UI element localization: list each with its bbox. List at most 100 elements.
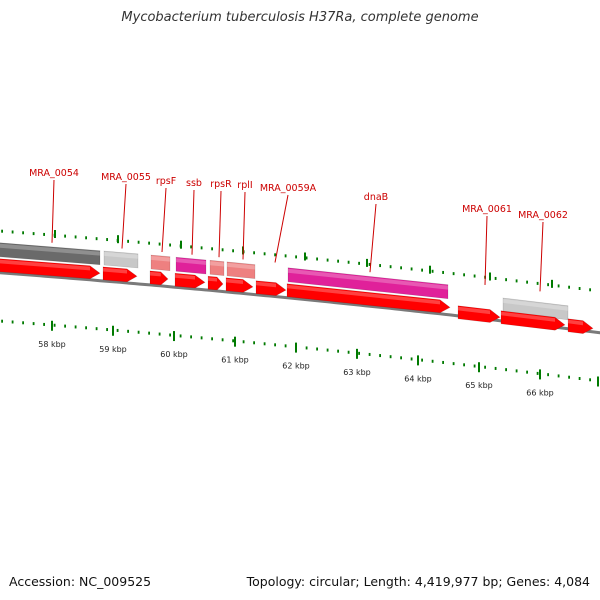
lower-minor-tick	[305, 346, 308, 350]
cds-arrow-4	[174, 272, 206, 289]
upper-minor-tick	[127, 239, 129, 243]
lower-minor-tick	[326, 348, 329, 352]
lower-minor-tick	[274, 343, 276, 347]
upper-major-tick	[54, 229, 56, 238]
cds-arrow-11-shine	[568, 319, 583, 326]
upper-major-tick	[489, 272, 491, 281]
upper-minor-tick	[263, 252, 266, 256]
gene-label-leader	[218, 190, 222, 258]
lower-major-tick	[597, 376, 599, 387]
gene-label-leader	[191, 189, 195, 255]
lower-minor-tick	[421, 358, 423, 362]
upper-minor-tick	[494, 276, 497, 280]
upper-minor-tick	[463, 273, 465, 277]
upper-minor-tick	[358, 261, 360, 265]
upper-minor-tick	[11, 230, 14, 234]
cds-arrow-2	[102, 266, 138, 283]
cds-arrow-3-shine	[150, 271, 161, 277]
gene-label-leader	[539, 221, 544, 292]
lower-minor-tick	[116, 328, 119, 332]
lower-minor-tick	[568, 375, 570, 379]
kbp-label: 60 kbp	[160, 350, 188, 359]
lower-major-tick	[234, 336, 236, 347]
lower-major-tick	[173, 331, 175, 342]
upper-minor-tick	[64, 234, 66, 238]
kbp-label: 65 kbp	[465, 381, 493, 390]
gene-label: MRA_0054	[29, 168, 79, 179]
accession-text: Accession: NC_009525	[9, 574, 152, 589]
upper-minor-tick	[1, 229, 3, 233]
lower-minor-tick	[106, 328, 108, 332]
lower-minor-tick	[316, 347, 318, 351]
upper-minor-tick	[169, 243, 171, 247]
cds-arrow-5	[207, 275, 224, 291]
upper-major-tick	[429, 265, 431, 274]
upper-minor-tick	[452, 272, 455, 276]
upper-minor-tick	[589, 288, 591, 292]
gene-label: dnaB	[364, 192, 388, 203]
lower-minor-tick	[211, 337, 213, 341]
lower-minor-tick	[494, 366, 497, 370]
gene-ssb-feature	[175, 256, 207, 275]
kbp-label: 63 kbp	[343, 368, 371, 377]
lower-minor-tick	[190, 335, 192, 339]
upper-major-tick	[551, 279, 553, 288]
upper-minor-tick	[158, 242, 161, 246]
upper-minor-tick	[74, 235, 77, 239]
lower-minor-tick	[232, 339, 234, 343]
lower-minor-tick	[242, 340, 245, 344]
upper-minor-tick	[547, 283, 549, 287]
upper-minor-tick	[95, 237, 98, 241]
gene-mra-0054-feature	[0, 242, 101, 266]
lower-minor-tick	[400, 356, 402, 360]
upper-minor-tick	[221, 248, 224, 252]
gene-rpsf-feature-shine	[151, 256, 170, 262]
upper-major-tick	[117, 235, 119, 244]
gene-label-leader	[121, 183, 127, 249]
lower-minor-tick	[11, 320, 14, 324]
lower-minor-tick	[557, 374, 560, 378]
gene-rpsf-feature	[150, 254, 171, 272]
lower-major-tick	[417, 355, 419, 366]
gene-label-leader	[161, 187, 167, 253]
upper-minor-tick	[274, 253, 276, 257]
gene-label: MRA_0061	[462, 204, 512, 215]
lower-major-tick	[356, 348, 358, 359]
lower-minor-tick	[169, 333, 171, 337]
upper-minor-tick	[400, 266, 402, 270]
kbp-label: 58 kbp	[38, 340, 66, 349]
lower-minor-tick	[74, 325, 77, 329]
upper-minor-tick	[410, 267, 413, 271]
gene-label: MRA_0059A	[260, 183, 317, 194]
gene-rpsr-feature-shine	[210, 261, 224, 267]
upper-minor-tick	[568, 285, 570, 289]
upper-minor-tick	[557, 284, 560, 288]
upper-minor-tick	[515, 279, 518, 283]
kbp-label: 59 kbp	[99, 345, 127, 354]
gene-dnab-feature-shine	[288, 268, 448, 290]
lower-minor-tick	[431, 359, 434, 363]
lower-minor-tick	[463, 363, 465, 367]
gene-dnab-feature	[287, 267, 449, 300]
lower-minor-tick	[505, 368, 507, 372]
gene-label: MRA_0055	[101, 172, 151, 183]
upper-minor-tick	[337, 259, 339, 263]
genome-title: Mycobacterium tuberculosis H37Ra, comple…	[121, 10, 479, 25]
cds-arrow-11	[567, 318, 594, 334]
lower-minor-tick	[158, 332, 161, 336]
upper-major-tick	[180, 240, 182, 249]
lower-minor-tick	[515, 369, 518, 373]
cds-arrow-8	[286, 283, 451, 314]
lower-minor-tick	[452, 362, 455, 366]
cds-arrow-3	[149, 270, 169, 286]
lower-minor-tick	[127, 329, 129, 333]
upper-major-tick	[304, 252, 306, 261]
kbp-label: 64 kbp	[404, 374, 432, 383]
cds-arrow-7-shine	[256, 281, 276, 288]
cds-arrow-9	[457, 305, 501, 323]
upper-minor-tick	[326, 258, 329, 262]
gene-ssb-feature-shine	[176, 258, 206, 265]
upper-minor-tick	[505, 278, 507, 282]
lower-minor-tick	[64, 324, 66, 328]
upper-minor-tick	[431, 269, 434, 273]
